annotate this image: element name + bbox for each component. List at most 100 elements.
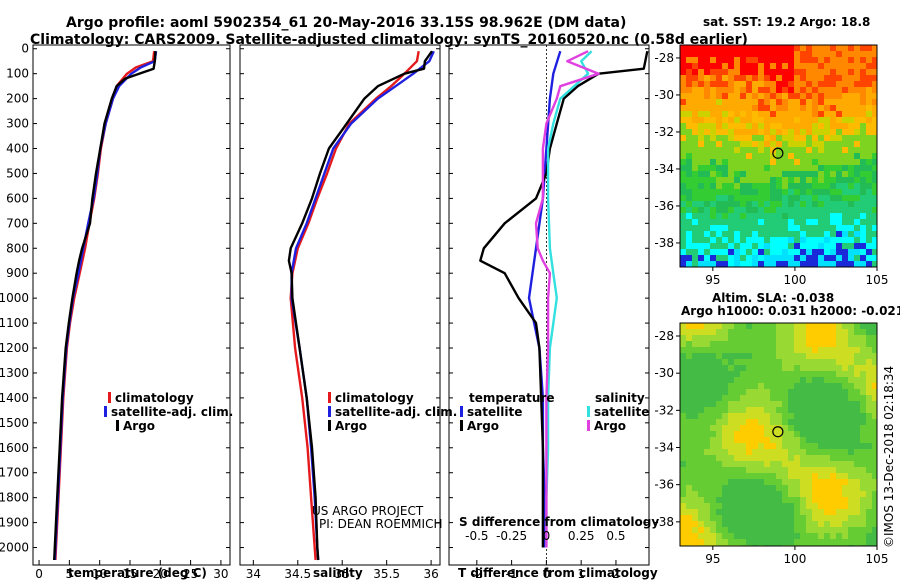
sst-map-cell: [836, 219, 842, 225]
sla-map-cell: [866, 389, 872, 395]
sst-map-cell: [692, 69, 698, 75]
sst-map-cell: [704, 231, 710, 237]
sst-map-cell: [842, 135, 848, 141]
sla-map-cell: [734, 419, 740, 425]
sst-map-cell: [746, 87, 752, 93]
series-line-temperature-argo: [479, 50, 649, 548]
sla-map-cell: [728, 527, 734, 533]
sla-map-cell: [710, 329, 716, 335]
sst-map-cell: [818, 69, 824, 75]
sla-map-cell: [848, 467, 854, 473]
sla-map-cell: [782, 449, 788, 455]
sst-map-cell: [710, 183, 716, 189]
sst-map-cell: [692, 93, 698, 99]
sla-map-cell: [824, 539, 830, 545]
sla-map-cell: [818, 425, 824, 431]
sla-map-cell: [758, 533, 764, 539]
sla-map-cell: [782, 359, 788, 365]
sla-map-cell: [686, 401, 692, 407]
sla-map-cell: [830, 353, 836, 359]
sst-map-cell: [824, 255, 830, 261]
sla-map-cell: [866, 473, 872, 479]
sla-map-cell: [716, 419, 722, 425]
sst-map-cell: [806, 213, 812, 219]
sla-map-cell: [728, 491, 734, 497]
sst-map-cell: [776, 69, 782, 75]
sst-map-cell: [800, 51, 806, 57]
sst-map-cell: [812, 45, 818, 51]
sla-map-cell: [722, 533, 728, 539]
sla-map-cell: [686, 437, 692, 443]
sst-map-cell: [824, 261, 830, 267]
sst-map-cell: [680, 75, 686, 81]
sst-map-cell: [812, 105, 818, 111]
sla-map-cell: [800, 323, 806, 329]
sla-map-cell: [812, 407, 818, 413]
sla-map-cell: [710, 353, 716, 359]
sla-map-cell: [680, 413, 686, 419]
sst-map-cell: [716, 219, 722, 225]
sla-map-cell: [776, 527, 782, 533]
s-difference-tick-label: 0.25: [568, 529, 595, 543]
sst-map-cell: [758, 81, 764, 87]
header-line-2: Climatology: CARS2009. Satellite-adjuste…: [30, 32, 748, 48]
sst-map-cell: [758, 75, 764, 81]
sla-map-cell: [866, 353, 872, 359]
sst-map-cell: [806, 135, 812, 141]
sst-map-cell: [716, 87, 722, 93]
sst-map-cell: [716, 117, 722, 123]
sst-map-cell: [800, 231, 806, 237]
sla-map-cell: [794, 425, 800, 431]
sst-map-cell: [722, 81, 728, 87]
sla-map-cell: [824, 425, 830, 431]
sst-map-cell: [818, 261, 824, 267]
sla-map-cell: [824, 383, 830, 389]
sla-map-cell: [716, 485, 722, 491]
sla-map-cell: [716, 377, 722, 383]
sla-map-cell: [740, 461, 746, 467]
sst-map-cell: [824, 159, 830, 165]
sst-map-cell: [836, 171, 842, 177]
sla-map-cell: [752, 449, 758, 455]
sla-map-cell: [866, 401, 872, 407]
sla-map-cell: [770, 347, 776, 353]
sst-map-cell: [788, 135, 794, 141]
sla-map-cell: [680, 521, 686, 527]
sst-map-cell: [698, 201, 704, 207]
sla-map-cell: [704, 413, 710, 419]
sla-map-cell: [836, 335, 842, 341]
sla-map-cell: [830, 503, 836, 509]
sst-map-cell: [704, 129, 710, 135]
sst-map-cell: [842, 111, 848, 117]
sst-map-cell: [698, 81, 704, 87]
sla-map-cell: [836, 521, 842, 527]
sla-map-cell: [704, 539, 710, 545]
sla-map-cell: [764, 395, 770, 401]
sst-map-cell: [686, 141, 692, 147]
sla-map-cell: [824, 473, 830, 479]
sla-map-cell: [704, 491, 710, 497]
sst-map-cell: [746, 249, 752, 255]
sst-map-cell: [734, 255, 740, 261]
sst-map-cell: [698, 51, 704, 57]
legend-argo: Argo: [123, 419, 155, 433]
sla-map-cell: [782, 329, 788, 335]
sla-map-cell: [728, 329, 734, 335]
sst-map-cell: [836, 255, 842, 261]
sla-map-cell: [746, 413, 752, 419]
sla-map-cell: [806, 461, 812, 467]
sla-map-cell: [770, 371, 776, 377]
sst-map-cell: [716, 105, 722, 111]
sla-map-cell: [854, 455, 860, 461]
sla-map-cell: [836, 431, 842, 437]
difference-plot: [479, 45, 649, 565]
sla-map-cell: [824, 377, 830, 383]
sst-map-cell: [728, 141, 734, 147]
sla-map-cell: [746, 473, 752, 479]
sst-map-cell: [836, 123, 842, 129]
sst-map-cell: [800, 69, 806, 75]
sst-map-cell: [734, 213, 740, 219]
sst-map-cell: [800, 255, 806, 261]
sst-map-cell: [836, 147, 842, 153]
sla-map-cell: [842, 353, 848, 359]
